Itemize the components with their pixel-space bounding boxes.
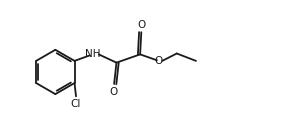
- Text: Cl: Cl: [71, 99, 81, 109]
- Text: NH: NH: [85, 49, 101, 59]
- Text: O: O: [109, 87, 118, 97]
- Text: O: O: [137, 20, 146, 30]
- Text: O: O: [154, 56, 162, 66]
